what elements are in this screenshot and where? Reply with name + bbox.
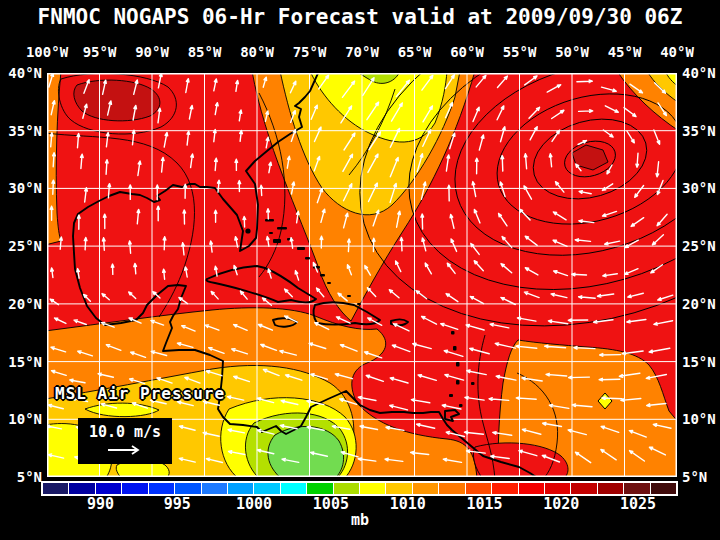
colorbar-cell bbox=[492, 483, 517, 494]
lat-label: 30°N bbox=[682, 180, 716, 196]
colorbar-cell bbox=[122, 483, 147, 494]
wind-legend-arrow-icon bbox=[78, 441, 172, 459]
colorbar-cell bbox=[439, 483, 464, 494]
lat-label: 15°N bbox=[0, 354, 42, 370]
lat-label: 20°N bbox=[682, 296, 716, 312]
lon-label: 85°W bbox=[188, 44, 222, 60]
colorbar bbox=[41, 481, 678, 496]
lat-label: 30°N bbox=[0, 180, 42, 196]
lon-label: 100°W bbox=[26, 44, 68, 60]
colorbar-cell bbox=[175, 483, 200, 494]
colorbar-cell bbox=[466, 483, 491, 494]
lon-label: 95°W bbox=[83, 44, 117, 60]
colorbar-cell bbox=[202, 483, 227, 494]
lat-label: 15°N bbox=[682, 354, 716, 370]
colorbar-cell bbox=[386, 483, 411, 494]
colorbar-cell bbox=[624, 483, 649, 494]
colorbar-cell bbox=[43, 483, 68, 494]
lon-label: 60°W bbox=[450, 44, 484, 60]
colorbar-cell bbox=[651, 483, 676, 494]
colorbar-cell bbox=[281, 483, 306, 494]
lon-label: 55°W bbox=[503, 44, 537, 60]
chart-title: FNMOC NOGAPS 06-Hr Forecast valid at 200… bbox=[0, 5, 720, 29]
colorbar-cell bbox=[228, 483, 253, 494]
lon-label: 75°W bbox=[293, 44, 327, 60]
colorbar-cell bbox=[96, 483, 121, 494]
lon-label: 80°W bbox=[240, 44, 274, 60]
lat-label: 40°N bbox=[0, 65, 42, 81]
lon-label: 70°W bbox=[345, 44, 379, 60]
colorbar-cell bbox=[413, 483, 438, 494]
lat-label: 35°N bbox=[0, 123, 42, 139]
lon-label: 40°W bbox=[660, 44, 694, 60]
pressure-map bbox=[47, 73, 677, 477]
lat-label: 25°N bbox=[0, 238, 42, 254]
colorbar-cell bbox=[545, 483, 570, 494]
colorbar-cell bbox=[360, 483, 385, 494]
lat-label: 40°N bbox=[682, 65, 716, 81]
lon-label: 45°W bbox=[608, 44, 642, 60]
lon-label: 90°W bbox=[135, 44, 169, 60]
colorbar-cell bbox=[254, 483, 279, 494]
lat-label: 10°N bbox=[0, 411, 42, 427]
wind-vector-legend: 10.0 m/s bbox=[78, 418, 172, 464]
colorbar-cell bbox=[334, 483, 359, 494]
field-label: MSL Air Pressure bbox=[55, 384, 225, 403]
lon-label: 50°W bbox=[555, 44, 589, 60]
colorbar-cell bbox=[69, 483, 94, 494]
colorbar-cell bbox=[519, 483, 544, 494]
lat-label: 20°N bbox=[0, 296, 42, 312]
lat-label: 10°N bbox=[682, 411, 716, 427]
colorbar-unit: mb bbox=[0, 511, 720, 529]
colorbar-cell bbox=[598, 483, 623, 494]
lat-label: 35°N bbox=[682, 123, 716, 139]
colorbar-cell bbox=[571, 483, 596, 494]
lon-label: 65°W bbox=[398, 44, 432, 60]
wind-legend-speed: 10.0 m/s bbox=[78, 423, 172, 441]
lat-label: 5°N bbox=[0, 469, 42, 485]
colorbar-cell bbox=[307, 483, 332, 494]
colorbar-cell bbox=[149, 483, 174, 494]
lat-label: 25°N bbox=[682, 238, 716, 254]
lat-label: 5°N bbox=[682, 469, 707, 485]
